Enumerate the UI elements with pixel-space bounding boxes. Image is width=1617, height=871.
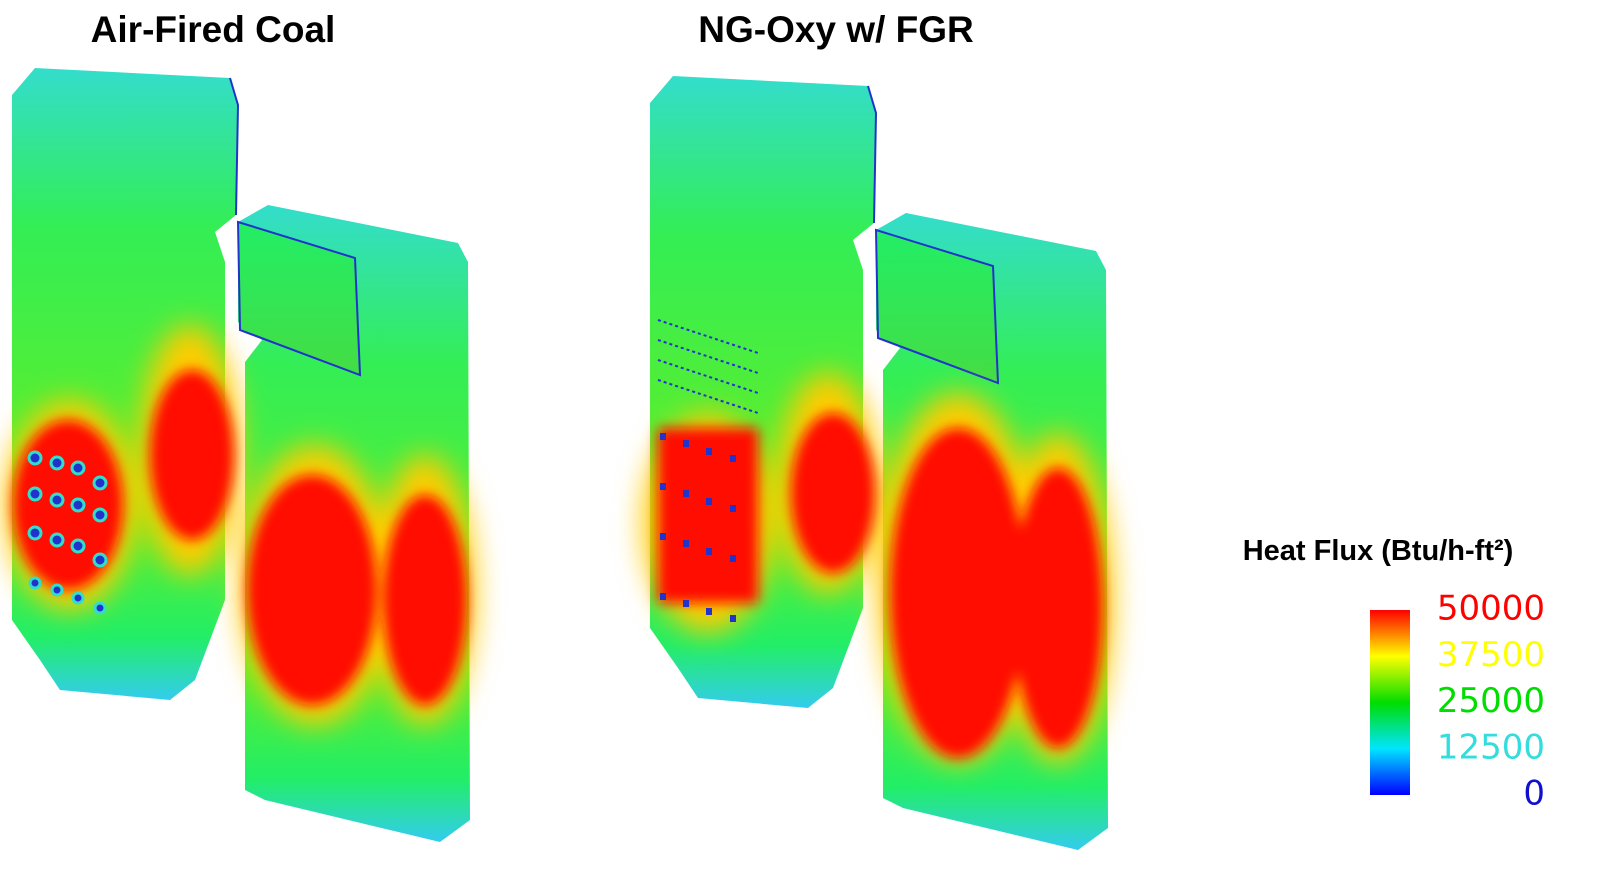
colorbar-tick-label: 0 (1523, 774, 1545, 814)
ng-oxy-render (643, 76, 1113, 850)
panel-title: NG-Oxy w/ FGR (698, 9, 973, 50)
legend-title: Heat Flux (Btu/h-ft²) (1243, 535, 1514, 567)
panel-title: Air-Fired Coal (91, 9, 336, 50)
figure: Air-Fired Coal NG-Oxy w/ FGR Heat Flux (… (0, 0, 1617, 871)
colorbar (1370, 610, 1410, 795)
legend: Heat Flux (Btu/h-ft²) 50000 37500 25000 125… (1243, 535, 1545, 814)
colorbar-tick-label: 37500 (1437, 635, 1545, 675)
colorbar-tick-label: 12500 (1437, 727, 1545, 767)
air-fired-coal-render (5, 68, 475, 842)
colorbar-tick-label: 25000 (1437, 681, 1545, 721)
colorbar-tick-label: 50000 (1437, 589, 1545, 629)
